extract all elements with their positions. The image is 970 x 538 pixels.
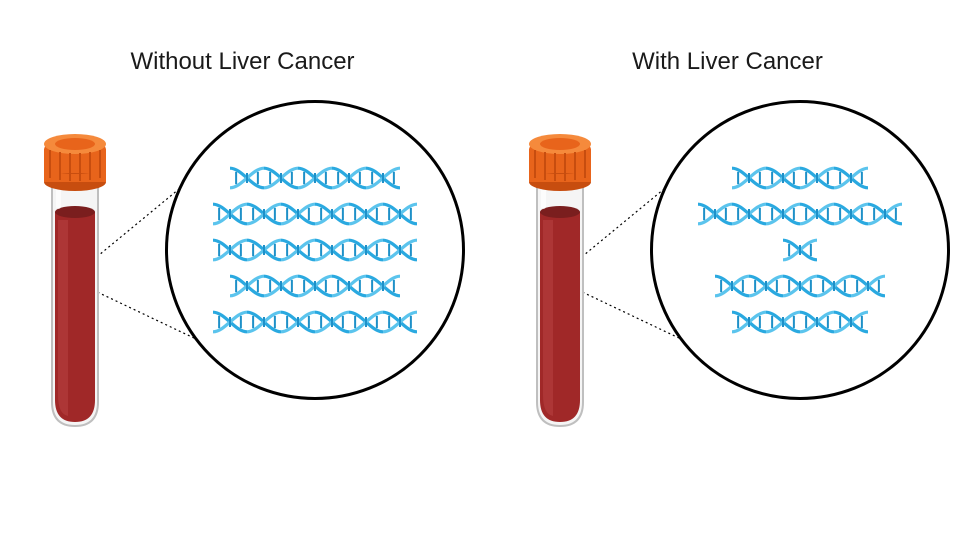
dna-segment: [383, 236, 417, 264]
dna-segment: [817, 272, 851, 300]
dna-row: [783, 236, 817, 264]
dna-segment: [383, 200, 417, 228]
dna-segment: [698, 200, 732, 228]
magnify-circle-right: [650, 100, 950, 400]
title-with: With Liver Cancer: [485, 48, 970, 76]
dna-segment: [298, 272, 332, 300]
dna-segment: [834, 200, 868, 228]
panel-with-cancer: With Liver Cancer: [485, 0, 970, 538]
dna-segment: [766, 200, 800, 228]
dna-segment: [332, 272, 366, 300]
dna-segment: [213, 308, 247, 336]
dna-row: [213, 236, 417, 264]
dna-segment: [766, 164, 800, 192]
dna-row: [698, 200, 902, 228]
dna-segment: [383, 308, 417, 336]
dna-segment: [332, 164, 366, 192]
dna-segment: [800, 308, 834, 336]
blood-tube-svg: [30, 130, 120, 430]
blood-tube-right: [515, 130, 605, 430]
magnify-circle-left: [165, 100, 465, 400]
dna-segment: [315, 236, 349, 264]
dna-segment: [366, 164, 400, 192]
dna-segment: [298, 164, 332, 192]
dna-row: [230, 164, 400, 192]
panel-without-cancer: Without Liver Cancer: [0, 0, 485, 538]
dna-segment: [247, 308, 281, 336]
dna-segment: [366, 272, 400, 300]
dna-segment: [732, 200, 766, 228]
dna-segment: [281, 236, 315, 264]
dna-segment: [766, 308, 800, 336]
dna-segment: [715, 272, 749, 300]
dna-segment: [732, 308, 766, 336]
title-without: Without Liver Cancer: [0, 48, 485, 76]
dna-segment: [213, 200, 247, 228]
blood-tube-left: [30, 130, 120, 430]
dna-segment: [732, 164, 766, 192]
dna-segment: [315, 200, 349, 228]
dna-row: [213, 200, 417, 228]
dna-stack-with: [698, 164, 902, 336]
dna-segment: [247, 236, 281, 264]
dna-segment: [834, 308, 868, 336]
dna-row: [732, 164, 868, 192]
dna-segment: [834, 164, 868, 192]
dna-segment: [247, 200, 281, 228]
dna-segment: [783, 236, 817, 264]
dna-stack-without: [213, 164, 417, 336]
dna-segment: [281, 308, 315, 336]
dna-segment: [349, 236, 383, 264]
dna-segment: [800, 200, 834, 228]
dna-row: [230, 272, 400, 300]
dna-segment: [783, 272, 817, 300]
dna-row: [715, 272, 885, 300]
dna-segment: [264, 272, 298, 300]
dna-segment: [213, 236, 247, 264]
dna-row: [213, 308, 417, 336]
dna-segment: [315, 308, 349, 336]
dna-segment: [868, 200, 902, 228]
dna-row: [732, 308, 868, 336]
dna-segment: [281, 200, 315, 228]
dna-segment: [349, 308, 383, 336]
dna-segment: [230, 164, 264, 192]
blood-tube-svg: [515, 130, 605, 430]
dna-segment: [349, 200, 383, 228]
dna-segment: [230, 272, 264, 300]
dna-segment: [749, 272, 783, 300]
dna-segment: [800, 164, 834, 192]
dna-segment: [264, 164, 298, 192]
dna-segment: [851, 272, 885, 300]
